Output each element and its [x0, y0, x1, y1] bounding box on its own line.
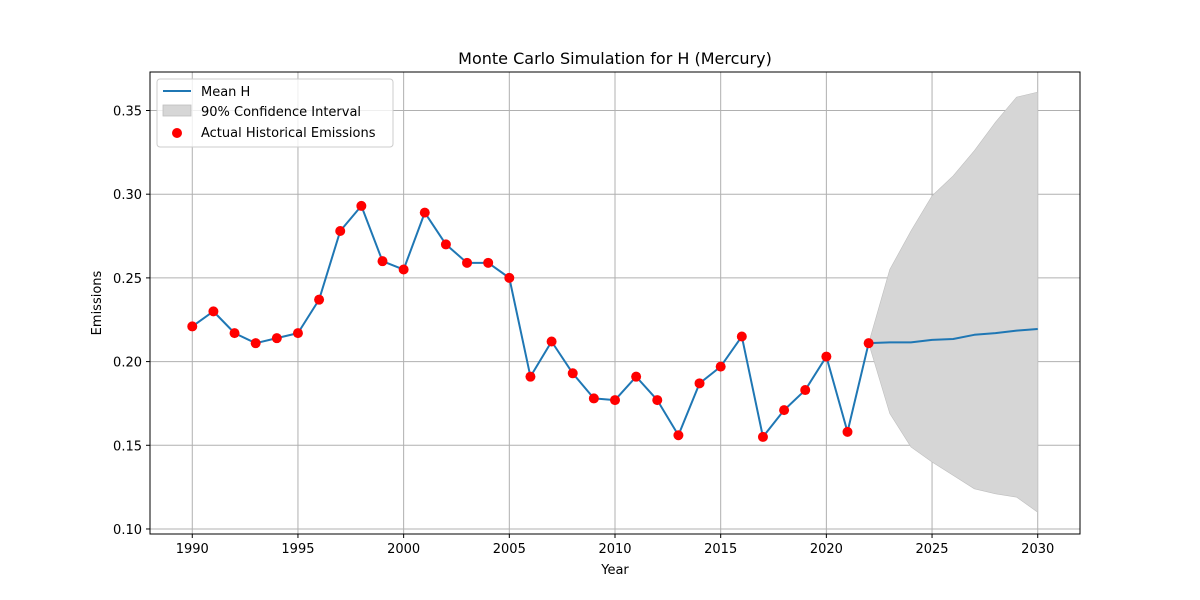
historical-emission-point — [525, 371, 536, 382]
x-tick-label: 2020 — [810, 542, 843, 557]
historical-emission-point — [419, 207, 430, 218]
x-tick-label: 2005 — [493, 542, 526, 557]
y-tick-label: 0.10 — [113, 523, 142, 538]
legend-box — [156, 78, 394, 148]
x-axis-ticks: 1990 1995 2000 2005 2010 2015 2020 2025 2030 — [176, 534, 1054, 557]
historical-emission-point — [187, 321, 198, 332]
x-tick-label: 2025 — [915, 542, 948, 557]
historical-emission-point — [504, 272, 515, 283]
historical-emission-point — [271, 333, 282, 344]
legend-band-swatch — [162, 104, 192, 117]
historical-emission-point — [652, 395, 663, 406]
historical-emission-point — [736, 331, 747, 342]
historical-emission-point — [588, 393, 599, 404]
y-axis-title: Emissions — [90, 270, 105, 335]
historical-emission-point — [821, 351, 832, 362]
historical-emission-point — [779, 405, 790, 416]
y-tick-label: 0.25 — [113, 272, 142, 287]
historical-emission-point — [462, 257, 473, 268]
confidence-interval-band — [868, 91, 1039, 513]
historical-emission-point — [292, 328, 303, 339]
historical-emission-point — [567, 368, 578, 379]
y-tick-label: 0.20 — [113, 356, 142, 371]
historical-emission-point — [842, 426, 853, 437]
historical-emission-point — [863, 338, 874, 349]
historical-emission-point — [546, 336, 557, 347]
historical-emission-point — [694, 378, 705, 389]
legend-label-actual: Actual Historical Emissions — [201, 126, 376, 141]
x-tick-label: 1995 — [281, 542, 314, 557]
x-axis-title: Year — [600, 563, 629, 578]
historical-emission-point — [398, 264, 409, 275]
historical-emission-point — [356, 200, 367, 211]
historical-emission-point — [610, 395, 620, 406]
historical-emission-point — [715, 361, 726, 372]
x-tick-label: 2030 — [1021, 542, 1054, 557]
y-tick-label: 0.30 — [113, 188, 142, 203]
legend: Mean H 90% Confidence Interval Actual Hi… — [156, 78, 394, 148]
historical-emission-point — [335, 226, 346, 237]
historical-emission-point — [483, 257, 494, 268]
historical-emission-point — [377, 256, 388, 267]
historical-emission-point — [631, 371, 642, 382]
historical-emission-point — [800, 385, 811, 396]
legend-marker-swatch — [172, 128, 182, 138]
y-tick-label: 0.15 — [113, 439, 142, 454]
historical-emission-point — [440, 239, 451, 250]
historical-emission-point — [314, 294, 325, 305]
historical-emission-point — [229, 328, 240, 339]
historical-emission-point — [757, 431, 768, 442]
y-tick-label: 0.35 — [113, 105, 142, 120]
legend-label-mean: Mean H — [201, 85, 250, 100]
x-tick-label: 2000 — [387, 542, 420, 557]
historical-emission-point — [673, 430, 684, 441]
historical-emission-point — [250, 338, 261, 349]
x-tick-label: 2010 — [598, 542, 631, 557]
legend-label-band: 90% Confidence Interval — [201, 105, 361, 120]
historical-markers-layer — [187, 200, 874, 442]
confidence-band-layer — [868, 91, 1039, 513]
x-tick-label: 2015 — [704, 542, 737, 557]
y-axis-ticks: 0.10 0.15 0.20 0.25 0.30 0.35 — [113, 105, 150, 538]
chart-title: Monte Carlo Simulation for H (Mercury) — [458, 49, 772, 68]
historical-emission-point — [208, 306, 219, 317]
x-tick-label: 1990 — [176, 542, 209, 557]
